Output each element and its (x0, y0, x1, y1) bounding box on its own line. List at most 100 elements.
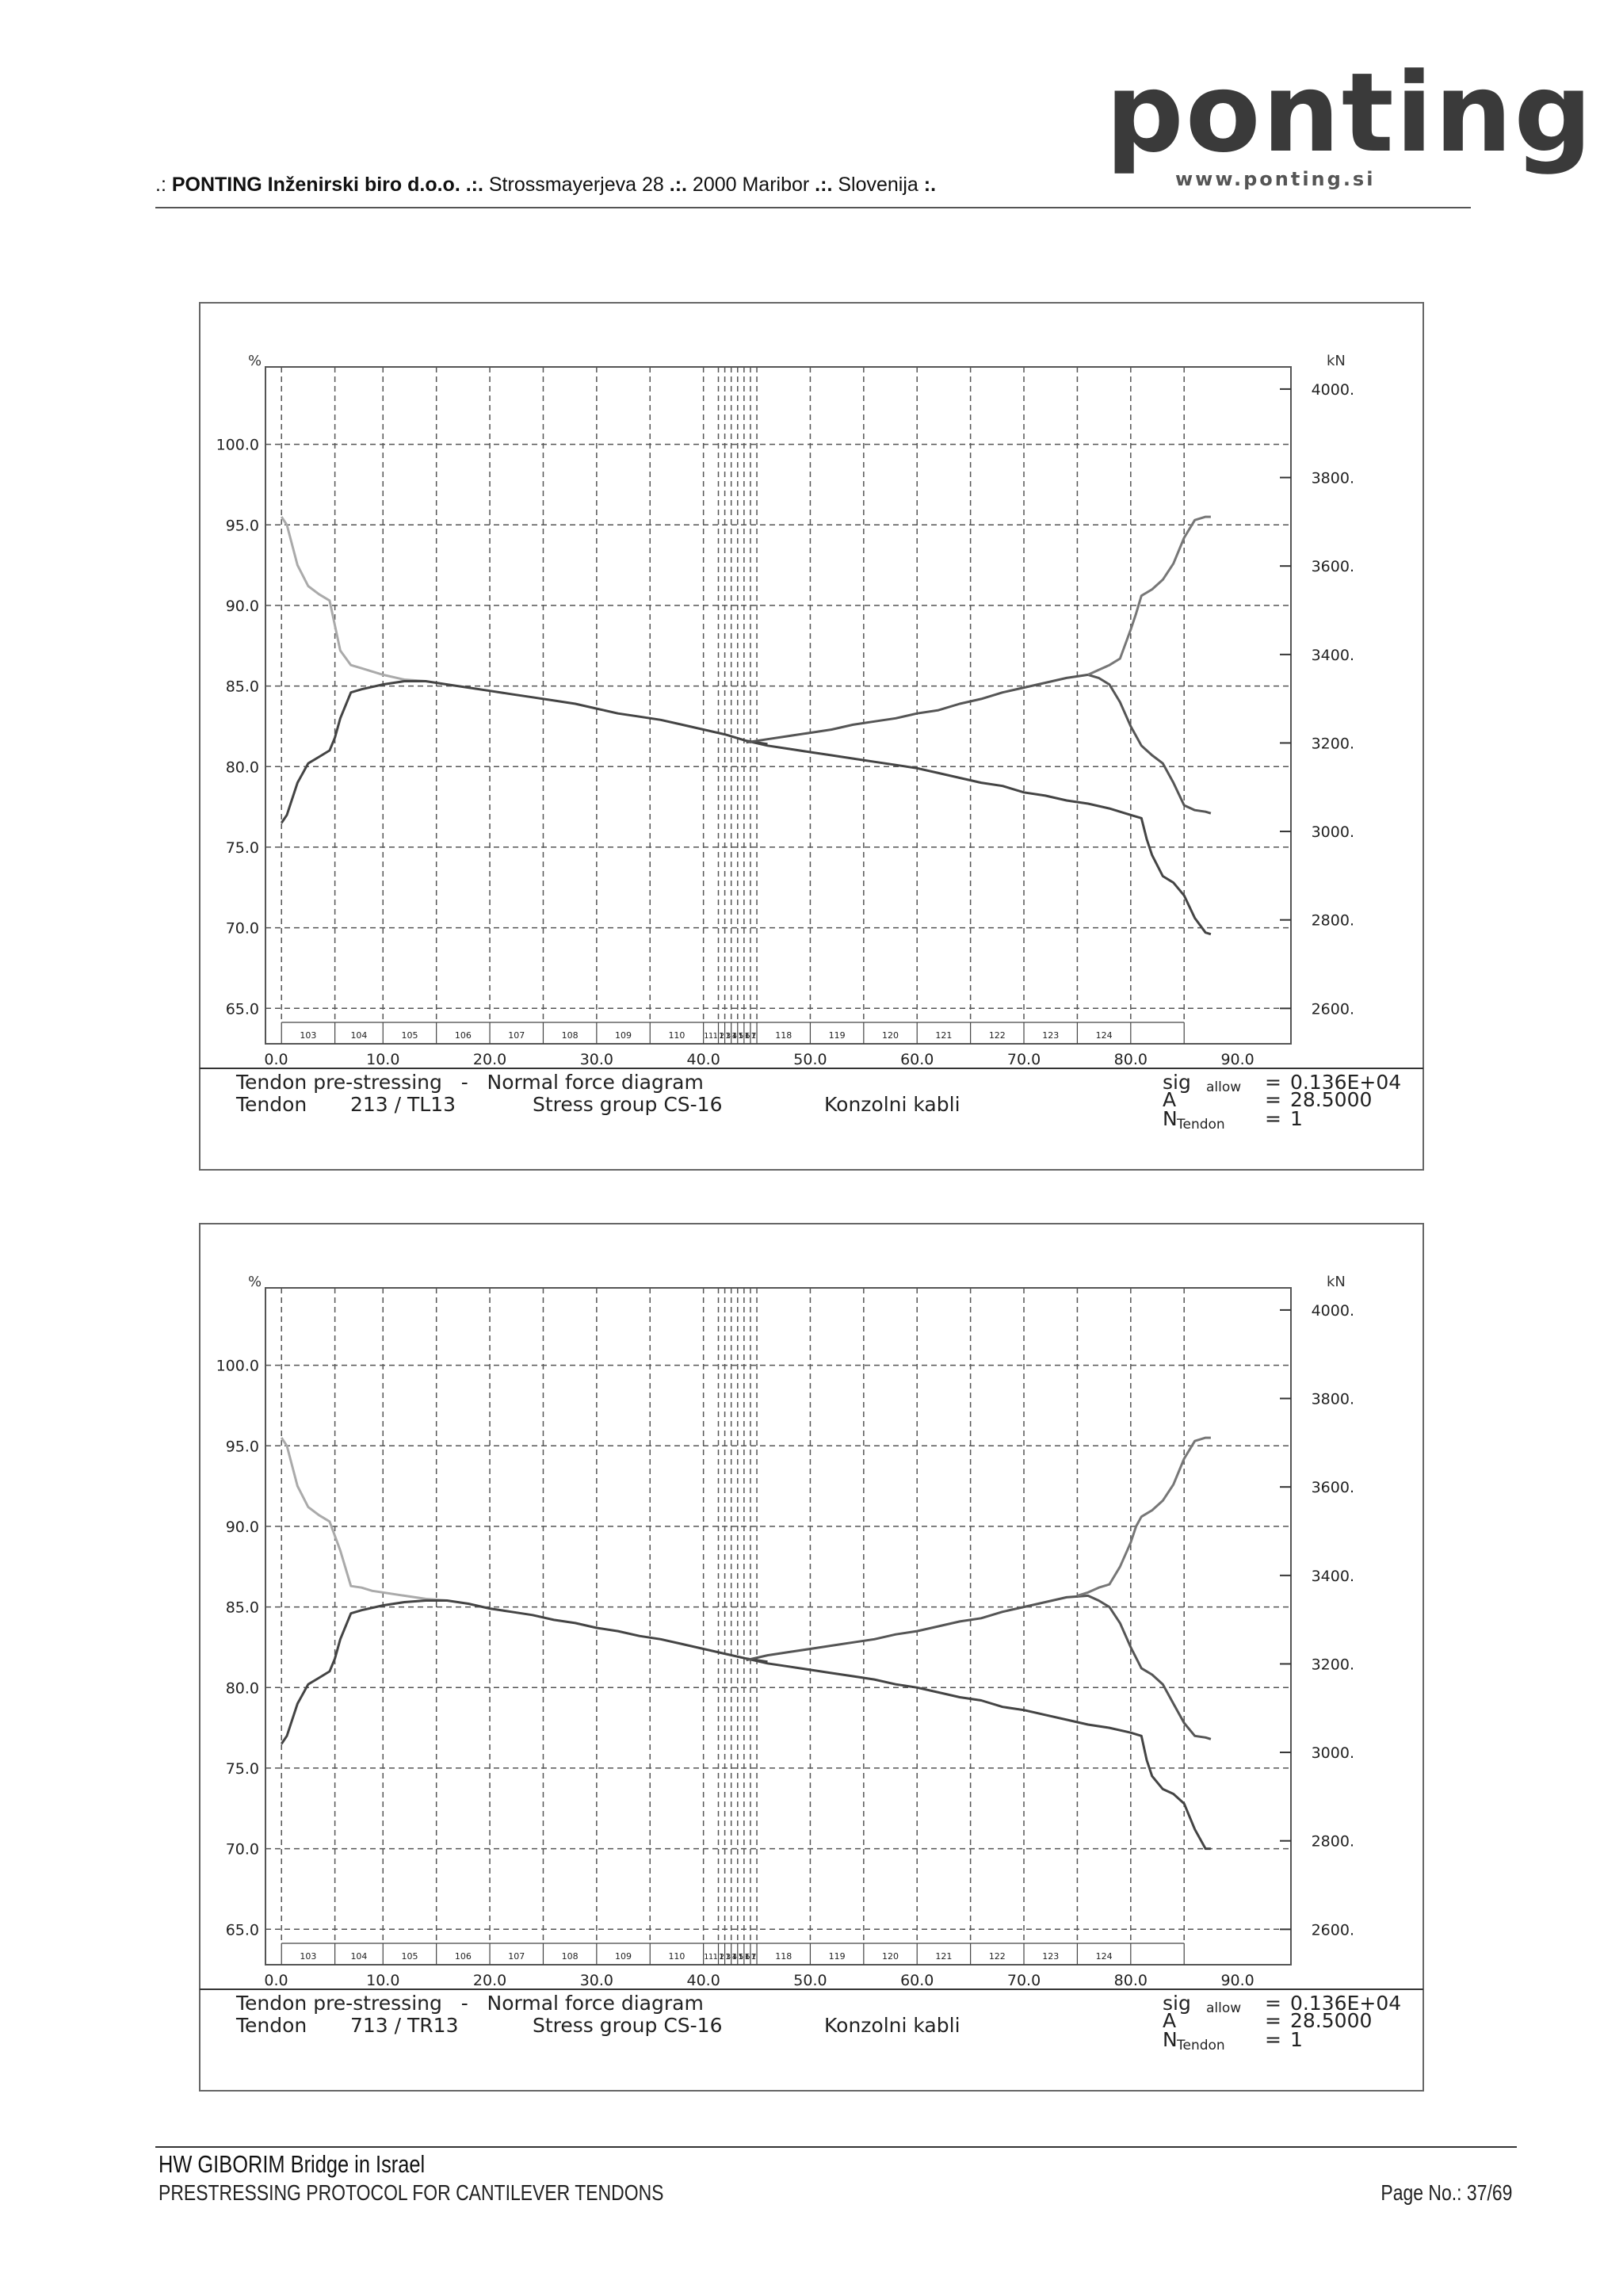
a-label: A (1163, 2009, 1176, 2032)
segment-label: 116 (744, 1032, 750, 1041)
footer-rule (155, 2146, 1517, 2148)
segment-label: 103 (300, 1951, 316, 1962)
segment-label: 114 (731, 1032, 737, 1041)
y-tick-label: 75.0 (226, 839, 259, 857)
segment-label: 115 (738, 1032, 743, 1041)
y2-tick-label: 3600. (1312, 1479, 1354, 1496)
series-line-1 (280, 516, 426, 682)
eq-3: = (1265, 2028, 1281, 2051)
logo-word: ponting (1106, 49, 1594, 177)
segment-label: 113 (725, 1953, 731, 1962)
y2-axis-label: kN (1327, 353, 1346, 369)
segment-label: 107 (508, 1951, 525, 1962)
a-value: 28.5000 (1290, 1088, 1372, 1111)
segment-label: 118 (775, 1030, 792, 1041)
sig-value: 0.136E+04 (1290, 1071, 1401, 1094)
page-label: Page No.: (1381, 2180, 1467, 2205)
x-tick-label: 60.0 (900, 1972, 934, 1989)
segment-label: 123 (1042, 1030, 1059, 1041)
info-line-1: Tendon pre-stressing - Normal force diag… (235, 1992, 704, 2015)
segment-label: 114 (731, 1953, 737, 1962)
segment-label: 124 (1096, 1030, 1113, 1041)
sig-label: sig (1163, 1071, 1191, 1094)
info-tendon-label: Tendon (235, 2014, 307, 2037)
normal-force-chart-2: 65.0 70.0 75.0 80.0 85.0 90.0 95.0 100.0 2600. 28… (199, 1223, 1424, 2092)
x-tick-label: 30.0 (580, 1972, 613, 1989)
company-country: Slovenija (838, 174, 918, 196)
segment-label: 124 (1096, 1951, 1113, 1962)
y2-tick-label: 3000. (1312, 1744, 1354, 1762)
segment-label: 119 (829, 1951, 846, 1962)
x-tick-label: 60.0 (900, 1051, 934, 1068)
eq-2: = (1265, 2009, 1281, 2032)
logo-url: www.ponting.si (1175, 168, 1376, 190)
y-tick-label: 95.0 (226, 517, 259, 534)
y-tick-label: 70.0 (226, 920, 259, 938)
segment-label: 110 (668, 1030, 685, 1041)
y2-tick-label: 4000. (1312, 1302, 1354, 1320)
y-axis-label: % (248, 1274, 262, 1290)
eq-2: = (1265, 1088, 1281, 1111)
header-sep-2: .:. (663, 174, 693, 196)
y2-tick-label: 3400. (1312, 1568, 1354, 1585)
x-tick-label: 30.0 (580, 1051, 613, 1068)
segment-label: 105 (401, 1951, 418, 1962)
eq-1: = (1265, 1071, 1281, 1094)
y2-tick-label: 3200. (1312, 735, 1354, 752)
y-tick-label: 100.0 (216, 1358, 259, 1375)
y-tick-label: 100.0 (216, 437, 259, 454)
segment-label: 122 (989, 1951, 1006, 1962)
y-tick-label: 85.0 (226, 1599, 259, 1617)
segment-label: 120 (882, 1951, 899, 1962)
segment-label: 104 (350, 1030, 367, 1041)
normal-force-chart-1: 65.0 70.0 75.0 80.0 85.0 90.0 95.0 100.0 2600. 28… (199, 302, 1424, 1171)
n-label: N (1163, 2028, 1178, 2051)
y-tick-label: 65.0 (226, 1000, 259, 1018)
segment-label: 115 (738, 1953, 743, 1962)
header-prefix: .: (155, 174, 172, 196)
header-rule (155, 207, 1471, 208)
y-tick-label: 95.0 (226, 1438, 259, 1455)
sig-sub: allow (1206, 1079, 1241, 1095)
sig-value: 0.136E+04 (1290, 1992, 1401, 2015)
segment-label: 103 (300, 1030, 316, 1041)
segment-label: 109 (615, 1951, 632, 1962)
segment-label: 106 (455, 1951, 472, 1962)
y2-tick-label: 2800. (1312, 1833, 1354, 1851)
segment-label: 113 (725, 1032, 731, 1041)
info-description: Konzolni kabli (824, 1093, 960, 1116)
x-tick-label: 20.0 (473, 1972, 506, 1989)
segment-label: 120 (882, 1030, 899, 1041)
segment-label: 118 (775, 1951, 792, 1962)
info-stress-group: Stress group CS-16 (533, 2014, 723, 2037)
company-name: PONTING Inženirski biro d.o.o. (171, 174, 460, 196)
a-label: A (1163, 1088, 1176, 1111)
info-tendon-id: 213 / TL13 (350, 1093, 456, 1116)
n-label: N (1163, 1107, 1178, 1130)
x-tick-label: 50.0 (793, 1051, 827, 1068)
segment-label: 112 (719, 1032, 724, 1041)
series-line-4 (746, 1594, 1212, 1740)
x-tick-label: 90.0 (1220, 1051, 1254, 1068)
series-line-3 (746, 739, 1212, 936)
info-tendon-id: 713 / TR13 (350, 2014, 459, 2037)
header-sep-1: .:. (460, 174, 489, 196)
y-tick-label: 80.0 (226, 1679, 259, 1697)
series-line-1 (280, 1437, 448, 1602)
series-line-2 (280, 680, 768, 824)
n-sub: Tendon (1176, 2038, 1225, 2053)
y-tick-label: 70.0 (226, 1841, 259, 1859)
y-tick-label: 90.0 (226, 1519, 259, 1536)
series-line-4 (746, 673, 1212, 815)
y-tick-label: 90.0 (226, 598, 259, 615)
y2-tick-label: 3400. (1312, 647, 1354, 664)
y-axis-label: % (248, 353, 262, 369)
ponting-logo: ponting www.ponting.si (1106, 59, 1592, 195)
segment-label: 121 (935, 1951, 952, 1962)
y2-tick-label: 2600. (1312, 1921, 1354, 1939)
x-tick-label: 0.0 (264, 1972, 288, 1989)
segment-label: 121 (935, 1030, 952, 1041)
n-sub: Tendon (1176, 1117, 1225, 1133)
x-tick-label: 80.0 (1114, 1972, 1148, 1989)
n-value: 1 (1290, 1107, 1303, 1130)
